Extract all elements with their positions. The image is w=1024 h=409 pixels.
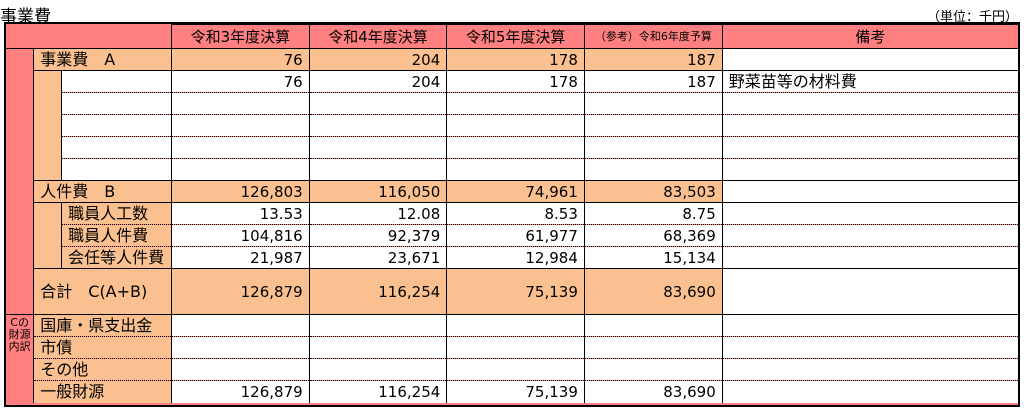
- jinkenhi-row: 会任等人件費 21,987 23,671 12,984 15,134: [6, 246, 1018, 269]
- blank-row: [6, 92, 1018, 115]
- zaigen-row: その他: [6, 358, 1018, 381]
- jigyouhi-total-row: 事業費 A 76 204 178 187: [6, 48, 1018, 71]
- cell: 83,690: [583, 380, 723, 403]
- zaigen-row: 市債: [6, 336, 1018, 359]
- cell: [583, 358, 723, 381]
- header-r3: 令和3年度決算: [171, 24, 310, 49]
- cell: 116,254: [308, 380, 447, 403]
- jinkenhi-row: 職員人件費 104,816 92,379 61,977 68,369: [6, 224, 1018, 247]
- cell: [446, 336, 585, 359]
- row-label: 職員人工数: [61, 202, 172, 225]
- blank-row: [6, 136, 1018, 159]
- jinkenhi-total-row: 人件費 B 126,803 116,050 74,961 83,503: [6, 180, 1018, 203]
- header-bikou: 備考: [721, 24, 1018, 49]
- cell: [308, 314, 447, 337]
- cell: 23,671: [308, 246, 447, 269]
- goukei-label: 合計 C(A+B): [33, 268, 172, 315]
- unit-label: （単位：千円）: [926, 10, 1018, 25]
- header-r6: （参考）令和6年度予算: [583, 24, 723, 49]
- cell: 178: [446, 48, 585, 71]
- bikou-note: 野菜苗等の材料費: [721, 70, 1018, 93]
- cell: 61,977: [446, 224, 585, 247]
- header-blank: [6, 24, 173, 49]
- blank-row: [6, 114, 1018, 137]
- row-label: 会任等人件費: [61, 246, 172, 269]
- header-row: 令和3年度決算 令和4年度決算 令和5年度決算 （参考）令和6年度予算 備考: [6, 24, 1018, 49]
- cell: 8.75: [583, 202, 723, 225]
- cell: 83,690: [583, 268, 723, 315]
- cell: 12.08: [308, 202, 447, 225]
- cell: 92,379: [308, 224, 447, 247]
- cell: 187: [583, 48, 723, 71]
- budget-table-frame: 令和3年度決算 令和4年度決算 令和5年度決算 （参考）令和6年度予算 備考 事…: [4, 22, 1020, 407]
- cell: [171, 336, 310, 359]
- cell: 13.53: [171, 202, 310, 225]
- cell: 126,879: [171, 268, 310, 315]
- cell: 12,984: [446, 246, 585, 269]
- cell: 75,139: [446, 268, 585, 315]
- cell: 204: [308, 48, 447, 71]
- cell: [583, 314, 723, 337]
- cell: [446, 314, 585, 337]
- row-label: 一般財源: [33, 380, 172, 403]
- cell: 76: [171, 48, 310, 71]
- cell: 204: [308, 70, 447, 93]
- cell: 116,254: [308, 268, 447, 315]
- goukei-row: 合計 C(A+B) 126,879 116,254 75,139 83,690: [6, 268, 1018, 315]
- cell: 83,503: [583, 180, 723, 203]
- cell: 126,879: [171, 380, 310, 403]
- cell: [171, 314, 310, 337]
- row-label: 職員人件費: [61, 224, 172, 247]
- header-r4: 令和4年度決算: [308, 24, 448, 49]
- cell: 178: [446, 70, 585, 93]
- cell: 75,139: [446, 380, 585, 403]
- cell: 68,369: [583, 224, 723, 247]
- cell: 104,816: [171, 224, 310, 247]
- row-label: その他: [33, 358, 172, 381]
- cell: 15,134: [583, 246, 723, 269]
- cell: 21,987: [171, 246, 310, 269]
- zaigen-row: Cの財源内訳 国庫・県支出金: [6, 314, 1018, 403]
- cell: [583, 336, 723, 359]
- cell: 116,050: [308, 180, 447, 203]
- jigyouhi-detail-row: 76 204 178 187 野菜苗等の材料費: [6, 70, 1018, 93]
- cell: [446, 358, 585, 381]
- cell: [308, 358, 447, 381]
- row-label: 市債: [33, 336, 172, 359]
- header-r5: 令和5年度決算: [446, 24, 585, 49]
- zaigen-row: 一般財源 126,879 116,254 75,139 83,690: [6, 380, 1018, 403]
- cell: 126,803: [171, 180, 310, 203]
- budget-table: 令和3年度決算 令和4年度決算 令和5年度決算 （参考）令和6年度予算 備考 事…: [6, 24, 1018, 403]
- blank-row: [6, 158, 1018, 181]
- jinkenhi-row: 職員人工数 13.53 12.08 8.53 8.75: [6, 202, 1018, 225]
- cell: 8.53: [446, 202, 585, 225]
- cell: 74,961: [446, 180, 585, 203]
- cell: 187: [583, 70, 723, 93]
- cell: [171, 358, 310, 381]
- row-label: 国庫・県支出金: [33, 314, 172, 337]
- jinkenhi-label: 人件費 B: [33, 180, 172, 203]
- zaigen-side-label: Cの財源内訳: [6, 314, 34, 403]
- cell: [308, 336, 447, 359]
- jigyouhi-label: 事業費 A: [33, 48, 172, 71]
- cell: 76: [171, 70, 310, 93]
